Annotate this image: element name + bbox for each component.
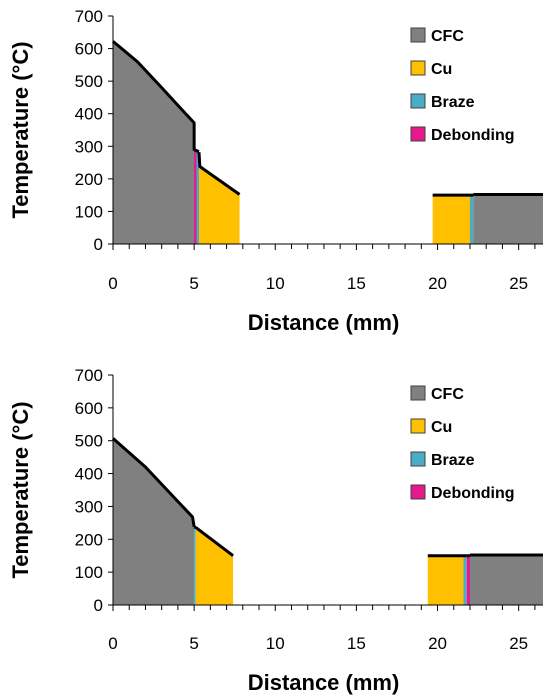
x-tick-label: 20 [428,634,447,653]
legend-label-cu: Cu [431,61,452,78]
area-cu-2 [195,527,234,605]
y-tick-label: 100 [75,563,103,582]
x-tick-label: 10 [266,274,285,293]
legend-label-braze: Braze [431,94,475,111]
area-cfc-6 [469,555,543,605]
x-tick-label: 5 [189,274,198,293]
area-braze-2 [196,150,199,244]
y-tick-label: 700 [75,366,103,385]
profile-line-1 [193,148,198,153]
profile-line-0 [112,40,199,153]
legend-label-braze: Braze [431,452,475,469]
profile-line-1 [193,525,197,529]
y-tick-label: 0 [94,235,103,254]
profile-line-2 [194,526,234,557]
legend-swatch-braze [410,93,426,109]
y-tick-label: 500 [75,72,103,91]
legend-swatch-cfc [410,27,426,43]
y-tick-label: 300 [75,137,103,156]
area-cu-3 [199,152,240,244]
area-cu-4 [432,195,470,244]
y-tick-label: 400 [75,465,103,484]
x-tick-label: 25 [509,634,528,653]
y-tick-label: 300 [75,497,103,516]
chart-panel-top: 0 100 200 300 400 500 600 700 0 5 10 15 20 25 Distance… [8,7,543,335]
x-tick-label: 0 [108,274,117,293]
legend-swatch-debonding [410,484,426,500]
y-tick-label: 200 [75,170,103,189]
x-tick-label: 0 [108,634,117,653]
area-braze-5 [469,195,474,244]
legend-label-debonding: Debonding [431,485,515,502]
y-tick-label: 600 [75,399,103,418]
area-cfc-6 [473,194,543,244]
area-debonding-1 [194,149,197,244]
legend-swatch-braze [410,451,426,467]
x-tick-label: 25 [509,274,528,293]
legend-swatch-cu [410,418,426,434]
area-braze-4 [463,555,467,605]
legend-label-cfc: CFC [431,386,464,403]
profile-line-2 [196,149,200,153]
area-cfc-0 [113,41,198,244]
x-tick-label: 5 [189,634,198,653]
x-tick-label: 15 [347,274,366,293]
y-tick-label: 400 [75,105,103,124]
area-cu-3 [427,555,464,605]
y-tick-label: 200 [75,530,103,549]
x-tick-label: 10 [266,634,285,653]
y-tick-label: 0 [94,596,103,615]
chart-panel-bottom: 0 100 200 300 400 500 600 700 0 5 10 15 20 25 Distance… [8,366,543,695]
y-tick-label: 100 [75,202,103,221]
x-tick-label: 15 [347,634,366,653]
area-cfc-0 [113,438,195,605]
y-tick-label: 500 [75,432,103,451]
area-debonding-5 [466,555,470,605]
y-axis-title: Temperature (°C) [8,401,33,578]
y-tick-label: 600 [75,40,103,59]
legend-swatch-cfc [410,385,426,401]
x-tick-label: 20 [428,274,447,293]
y-axis-title: Temperature (°C) [8,41,33,218]
legend-swatch-debonding [410,126,426,142]
profile-line-3 [197,152,241,196]
x-axis-title: Distance (mm) [248,310,400,335]
legend-label-debonding: Debonding [431,127,515,144]
area-braze-1 [194,526,196,605]
profile-line-0 [112,437,196,528]
x-axis-title: Distance (mm) [248,670,400,695]
legend-swatch-cu [410,60,426,76]
y-tick-label: 700 [75,7,103,26]
legend-label-cfc: CFC [431,28,464,45]
legend-label-cu: Cu [431,419,452,436]
